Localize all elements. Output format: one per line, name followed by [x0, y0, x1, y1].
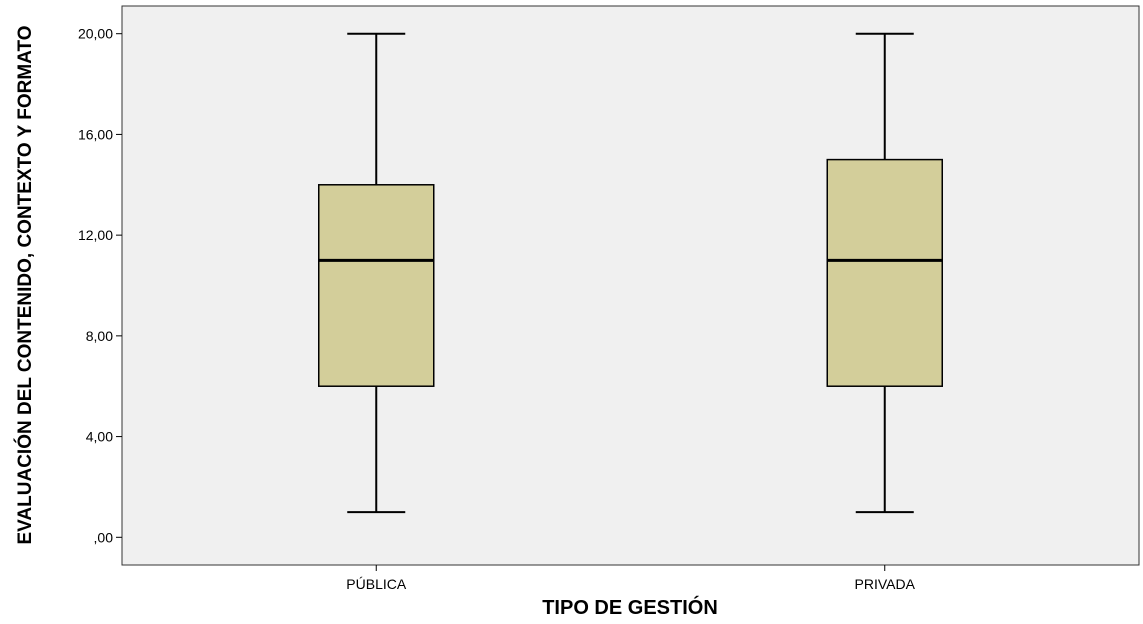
y-tick-label: ,00: [94, 529, 114, 545]
x-category-label: PÚBLICA: [346, 576, 407, 592]
y-tick-label: 20,00: [78, 26, 113, 42]
y-tick-label: 16,00: [78, 126, 113, 142]
plot-area: [121, 5, 1140, 566]
x-axis: PÚBLICA PRIVADA: [346, 565, 916, 592]
x-axis-title: TIPO DE GESTIÓN: [542, 595, 718, 619]
interquartile-box: [318, 184, 435, 387]
y-axis-title: EVALUACIÓN DEL CONTENIDO, CONTEXTO Y FOR…: [14, 25, 36, 544]
y-tick-label: 4,00: [86, 429, 113, 445]
y-tick-label: 12,00: [78, 227, 113, 243]
x-category-label: PRIVADA: [855, 576, 916, 592]
box-plot-publica: [318, 32, 435, 514]
y-tick-label: 8,00: [86, 328, 113, 344]
boxes-group: [318, 32, 943, 514]
interquartile-box: [826, 158, 943, 387]
y-axis: ,00 4,00 8,00 12,00 16,00 20,00: [78, 26, 122, 545]
box-plot-privada: [826, 32, 943, 514]
